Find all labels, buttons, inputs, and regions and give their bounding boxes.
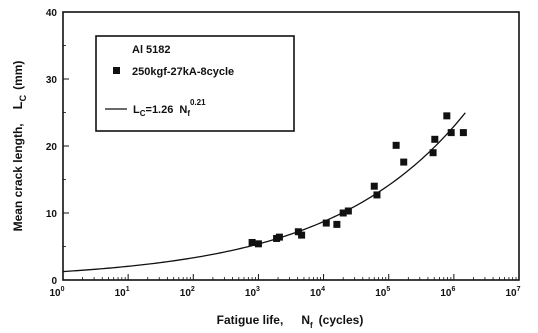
legend-box [95, 35, 295, 132]
data-point [248, 238, 256, 246]
x-tick-label: 100 [49, 286, 64, 299]
x-axis-ticks: 100 101 102 103 104 105 106 107 [49, 274, 521, 299]
data-point [373, 191, 381, 199]
x-tick-label: 101 [115, 286, 130, 299]
y-axis-ticks: 0 10 20 30 40 [46, 8, 69, 287]
x-tick-label: 106 [440, 286, 455, 299]
legend-title: Al 5182 [132, 44, 171, 56]
data-point [400, 158, 408, 166]
data-point [370, 182, 378, 190]
x-tick-label: 104 [310, 286, 325, 299]
data-point [459, 129, 467, 137]
x-tick-label: 105 [375, 286, 390, 299]
y-tick-label: 40 [46, 8, 58, 19]
x-tick-label: 103 [245, 286, 260, 299]
x-tick-label: 102 [180, 286, 195, 299]
data-point [322, 219, 330, 227]
x-tick-label: 107 [505, 286, 520, 299]
y-tick-label: 20 [46, 142, 58, 153]
data-point [429, 149, 437, 157]
legend-line-label: LC=1.26 Nf0.21 [133, 98, 206, 118]
y-axis-title: Mean crack length,LC(mm) [10, 61, 28, 232]
y-tick-label: 30 [46, 75, 58, 86]
data-point [298, 231, 306, 239]
data-point [333, 220, 341, 228]
y-tick-label: 10 [46, 209, 58, 220]
data-point [275, 233, 283, 241]
legend: Al 5182 250kgf-27kA-8cycle LC=1.26 Nf0.21 [95, 35, 295, 132]
data-point [392, 141, 400, 149]
fit-curve [62, 112, 466, 273]
data-point [344, 207, 352, 215]
data-point [431, 135, 439, 143]
y-tick-label: 0 [51, 276, 57, 287]
legend-marker [113, 67, 120, 74]
x-axis-title: Fatigue life, Nf (cycles) [217, 313, 364, 330]
legend-marker-label: 250kgf-27kA-8cycle [132, 66, 234, 78]
data-point [443, 112, 451, 120]
data-point [447, 129, 455, 137]
series-layer [62, 112, 467, 273]
